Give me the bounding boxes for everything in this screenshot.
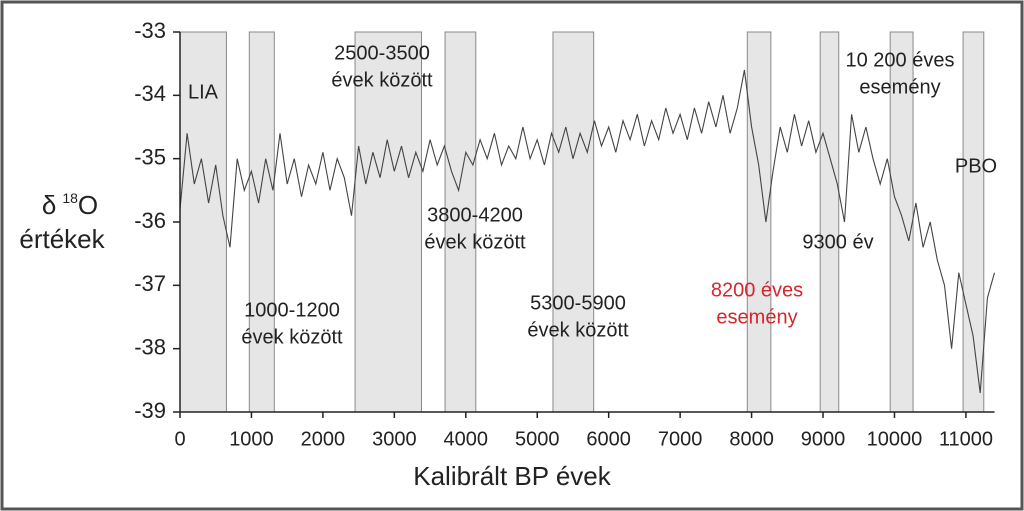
period-band bbox=[819, 31, 840, 413]
x-tick-label: 4000 bbox=[444, 428, 489, 450]
annotation: 2500-3500 bbox=[334, 42, 430, 64]
annotation: évek között bbox=[424, 231, 526, 253]
annotation: évek között bbox=[331, 69, 433, 91]
bands bbox=[179, 31, 985, 413]
y-axis-label: δ 18O bbox=[42, 190, 98, 220]
y-tick-label: -38 bbox=[134, 334, 166, 359]
x-axis-label: Kalibrált BP évek bbox=[413, 461, 612, 491]
period-band bbox=[354, 31, 422, 413]
annotation: évek között bbox=[241, 326, 343, 348]
y-tick-label: -35 bbox=[134, 144, 166, 169]
period-band bbox=[552, 31, 595, 413]
period-band bbox=[746, 31, 772, 413]
annotation: 1000-1200 bbox=[244, 299, 340, 321]
x-tick-label: 0 bbox=[174, 428, 185, 450]
y-label-element: O bbox=[78, 190, 98, 220]
data-line bbox=[179, 69, 996, 394]
y-axis-label-line2: értékek bbox=[19, 224, 105, 254]
x-tick-label: 2000 bbox=[301, 428, 346, 450]
x-tick-label: 6000 bbox=[586, 428, 631, 450]
period-band bbox=[962, 31, 985, 413]
x-tick-label: 8000 bbox=[729, 428, 774, 450]
x-tick-label: 3000 bbox=[372, 428, 417, 450]
annotation: esemény bbox=[716, 306, 797, 328]
x-tick-label: 7000 bbox=[658, 428, 703, 450]
annotation: PBO bbox=[955, 155, 997, 177]
annotation: LIA bbox=[188, 81, 219, 103]
y-label-symbol: δ bbox=[42, 190, 56, 220]
annotation: 10 200 éves bbox=[846, 49, 955, 71]
y-tick-label: -37 bbox=[134, 271, 166, 296]
y-tick-label: -39 bbox=[134, 398, 166, 423]
annotation: esemény bbox=[859, 76, 940, 98]
y-tick-label: -33 bbox=[134, 18, 166, 43]
x-tick-label: 1000 bbox=[229, 428, 274, 450]
annotation: 9300 év bbox=[802, 231, 873, 253]
period-band bbox=[248, 31, 275, 413]
y-label-superscript: 18 bbox=[62, 190, 78, 206]
annotation: 3800-4200 bbox=[427, 204, 523, 226]
annotation: 5300-5900 bbox=[530, 292, 626, 314]
y-tick-label: -36 bbox=[134, 208, 166, 233]
x-tick-label: 10000 bbox=[867, 428, 923, 450]
x-tick-label: 5000 bbox=[515, 428, 560, 450]
x-tick-label: 11000 bbox=[939, 428, 993, 450]
y-tick-label: -34 bbox=[134, 81, 166, 106]
annotation: évek között bbox=[527, 319, 629, 341]
period-band bbox=[179, 31, 227, 413]
annotation: 8200 éves bbox=[711, 279, 803, 301]
plot bbox=[179, 69, 996, 394]
x-tick-label: 9000 bbox=[801, 428, 846, 450]
